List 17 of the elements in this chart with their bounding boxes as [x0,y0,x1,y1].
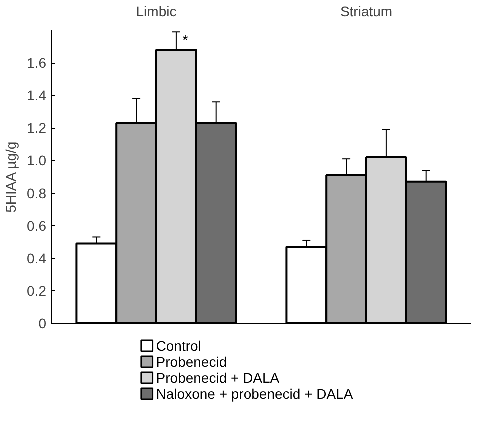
y-tick-label: 0.8 [27,185,47,202]
y-tick-label: 0.2 [27,282,47,299]
x-tick-label: Limbic [136,4,177,20]
y-tick-label: 0.4 [27,250,47,266]
legend-label: Probenecid [156,354,228,370]
y-tick-label: 1.4 [27,88,47,104]
annotation: * [182,32,189,48]
legend-label: Probenecid + DALA [156,370,280,386]
x-tick-label: Striatum [340,4,393,20]
y-tick-label: 0.6 [27,218,47,234]
legend-label: Naloxone + probenecid + DALA [156,386,354,402]
y-tick-label: 0 [38,316,47,332]
y-axis-title: 5HIAA µg/g [3,142,20,213]
y-tick-label: 1.6 [27,55,47,72]
y-tick-label: 1.2 [27,120,47,136]
y-tick-label: 1.0 [27,152,47,169]
legend-label: Control [156,338,202,354]
